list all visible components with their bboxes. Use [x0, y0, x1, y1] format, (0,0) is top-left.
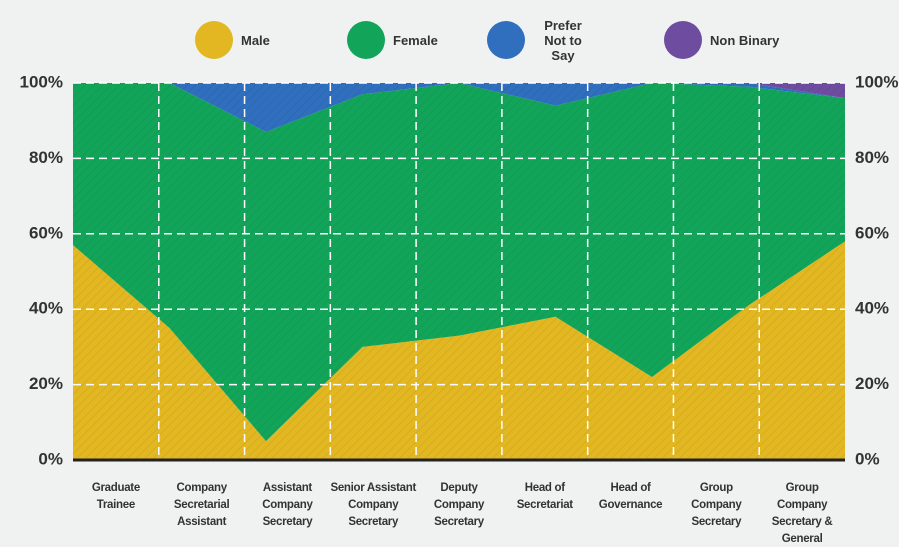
legend-item: Female: [347, 20, 463, 60]
y2-tick-label: 60%: [855, 223, 889, 242]
y2-tick-label: 0%: [855, 449, 880, 468]
area-texture: [73, 83, 845, 99]
y-tick-label: 40%: [29, 299, 63, 318]
legend-swatch: [195, 21, 233, 59]
y2-tick-label: 100%: [855, 72, 898, 91]
y-tick-label: 100%: [20, 72, 63, 91]
x-tick-label: Deputy Company Secretary: [433, 482, 485, 528]
y-tick-label: 60%: [29, 223, 63, 242]
x-tick-label: Group Company Secretary & General Counse…: [771, 482, 833, 545]
y-tick-label: 20%: [29, 374, 63, 393]
y2-tick-label: 20%: [855, 374, 889, 393]
x-tick-label: Graduate Trainee: [91, 482, 140, 511]
legend-item: Male: [195, 20, 311, 60]
y2-tick-label: 40%: [855, 299, 889, 318]
x-tick-label: Head of Governance: [598, 482, 663, 511]
legend-label: Female: [393, 32, 438, 48]
legend-swatch: [664, 21, 702, 59]
x-tick-label: Company Secretarial Assistant: [173, 482, 230, 528]
area-texture: [73, 83, 845, 133]
y2-tick-label: 80%: [855, 148, 889, 167]
legend-label: Male: [241, 32, 270, 48]
x-tick-label: Head of Secretariat: [516, 482, 573, 511]
legend-swatch: [487, 21, 525, 59]
legend-swatch: [347, 21, 385, 59]
legend-label: Non Binary: [710, 32, 780, 48]
x-tick-label: Assistant Company Secretary: [262, 482, 313, 528]
legend-label: Prefer Not to Say: [544, 17, 582, 63]
x-tick-label: Senior Assistant Company Secretary: [330, 482, 416, 528]
area-texture: [73, 241, 845, 460]
x-tick-label: Group Company Secretary: [691, 482, 742, 528]
y-tick-label: 80%: [29, 148, 63, 167]
legend-item: Prefer Not to Say: [487, 17, 593, 63]
area-texture: [73, 83, 845, 442]
legend-item: Non Binary: [664, 20, 780, 60]
y-tick-label: 0%: [38, 449, 63, 468]
